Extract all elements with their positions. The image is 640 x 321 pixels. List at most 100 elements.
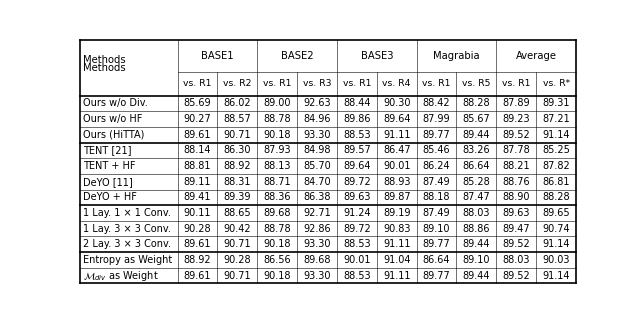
Text: 87.99: 87.99 bbox=[423, 114, 451, 124]
Text: Entropy as Weight: Entropy as Weight bbox=[83, 255, 172, 265]
Text: 86.02: 86.02 bbox=[223, 99, 252, 108]
Text: 87.93: 87.93 bbox=[264, 145, 291, 155]
Text: 88.53: 88.53 bbox=[343, 130, 371, 140]
Text: 88.44: 88.44 bbox=[343, 99, 371, 108]
Text: 89.86: 89.86 bbox=[343, 114, 371, 124]
Text: 93.30: 93.30 bbox=[303, 130, 331, 140]
Text: $\mathcal{M}_{div}$ as Weight: $\mathcal{M}_{div}$ as Weight bbox=[83, 269, 159, 282]
Text: 88.86: 88.86 bbox=[463, 224, 490, 234]
Text: 89.47: 89.47 bbox=[502, 224, 530, 234]
Text: 89.77: 89.77 bbox=[422, 130, 451, 140]
Text: 92.71: 92.71 bbox=[303, 208, 331, 218]
Text: 88.90: 88.90 bbox=[502, 192, 530, 202]
Text: 85.28: 85.28 bbox=[463, 177, 490, 187]
Text: 89.64: 89.64 bbox=[383, 114, 410, 124]
Text: 91.04: 91.04 bbox=[383, 255, 410, 265]
Text: 88.14: 88.14 bbox=[184, 145, 211, 155]
Text: Ours (HiTTA): Ours (HiTTA) bbox=[83, 130, 145, 140]
Text: 88.42: 88.42 bbox=[423, 99, 451, 108]
Text: 90.30: 90.30 bbox=[383, 99, 410, 108]
Text: 90.71: 90.71 bbox=[223, 130, 252, 140]
Text: DeYO + HF: DeYO + HF bbox=[83, 192, 137, 202]
Text: vs. R1: vs. R1 bbox=[342, 79, 371, 88]
Text: 90.71: 90.71 bbox=[223, 271, 252, 281]
Text: 89.68: 89.68 bbox=[303, 255, 331, 265]
Text: TENT + HF: TENT + HF bbox=[83, 161, 136, 171]
Text: 87.49: 87.49 bbox=[423, 208, 451, 218]
Text: 89.44: 89.44 bbox=[463, 130, 490, 140]
Text: 90.28: 90.28 bbox=[184, 224, 211, 234]
Text: 85.70: 85.70 bbox=[303, 161, 331, 171]
Text: 86.81: 86.81 bbox=[542, 177, 570, 187]
Text: 91.11: 91.11 bbox=[383, 130, 410, 140]
Text: vs. R1: vs. R1 bbox=[183, 79, 212, 88]
Text: vs. R4: vs. R4 bbox=[383, 79, 411, 88]
Text: 91.24: 91.24 bbox=[343, 208, 371, 218]
Text: 86.64: 86.64 bbox=[463, 161, 490, 171]
Text: 88.18: 88.18 bbox=[423, 192, 451, 202]
Text: 91.14: 91.14 bbox=[542, 239, 570, 249]
Text: 90.18: 90.18 bbox=[264, 271, 291, 281]
Text: 89.61: 89.61 bbox=[184, 130, 211, 140]
Text: 89.72: 89.72 bbox=[343, 224, 371, 234]
Text: 85.67: 85.67 bbox=[463, 114, 490, 124]
Text: 88.31: 88.31 bbox=[223, 177, 251, 187]
Text: 85.25: 85.25 bbox=[542, 145, 570, 155]
Text: 89.68: 89.68 bbox=[264, 208, 291, 218]
Text: 89.77: 89.77 bbox=[422, 271, 451, 281]
Text: 88.57: 88.57 bbox=[223, 114, 252, 124]
Text: 89.72: 89.72 bbox=[343, 177, 371, 187]
Text: 91.14: 91.14 bbox=[542, 130, 570, 140]
Text: BASE3: BASE3 bbox=[360, 51, 393, 61]
Text: 87.82: 87.82 bbox=[542, 161, 570, 171]
Text: 90.11: 90.11 bbox=[184, 208, 211, 218]
Text: 93.30: 93.30 bbox=[303, 271, 331, 281]
Text: 90.28: 90.28 bbox=[223, 255, 252, 265]
Text: 88.78: 88.78 bbox=[264, 224, 291, 234]
Text: 89.52: 89.52 bbox=[502, 239, 530, 249]
Text: 88.76: 88.76 bbox=[502, 177, 530, 187]
Text: 88.13: 88.13 bbox=[264, 161, 291, 171]
Text: 89.44: 89.44 bbox=[463, 239, 490, 249]
Text: 88.36: 88.36 bbox=[264, 192, 291, 202]
Text: vs. R2: vs. R2 bbox=[223, 79, 252, 88]
Text: 89.11: 89.11 bbox=[184, 177, 211, 187]
Text: 89.00: 89.00 bbox=[264, 99, 291, 108]
Text: DeYO [11]: DeYO [11] bbox=[83, 177, 133, 187]
Text: 92.86: 92.86 bbox=[303, 224, 331, 234]
Text: 86.56: 86.56 bbox=[264, 255, 291, 265]
Text: 88.21: 88.21 bbox=[502, 161, 530, 171]
Text: 89.63: 89.63 bbox=[502, 208, 530, 218]
Text: vs. R1: vs. R1 bbox=[263, 79, 291, 88]
Text: vs. R1: vs. R1 bbox=[502, 79, 531, 88]
Text: 90.71: 90.71 bbox=[223, 239, 252, 249]
Text: 89.65: 89.65 bbox=[542, 208, 570, 218]
Text: 88.53: 88.53 bbox=[343, 271, 371, 281]
Text: 90.18: 90.18 bbox=[264, 239, 291, 249]
Text: 89.61: 89.61 bbox=[184, 239, 211, 249]
Text: vs. R*: vs. R* bbox=[543, 79, 570, 88]
Text: 89.57: 89.57 bbox=[343, 145, 371, 155]
Text: Ours w/o HF: Ours w/o HF bbox=[83, 114, 143, 124]
Text: 85.69: 85.69 bbox=[184, 99, 211, 108]
Text: 89.77: 89.77 bbox=[422, 239, 451, 249]
Text: Ours w/o Div.: Ours w/o Div. bbox=[83, 99, 148, 108]
Text: 88.65: 88.65 bbox=[223, 208, 252, 218]
Text: 88.92: 88.92 bbox=[223, 161, 252, 171]
Text: 89.39: 89.39 bbox=[223, 192, 251, 202]
Text: 89.10: 89.10 bbox=[463, 255, 490, 265]
Text: 90.83: 90.83 bbox=[383, 224, 410, 234]
Text: 89.23: 89.23 bbox=[502, 114, 530, 124]
Text: 89.61: 89.61 bbox=[184, 271, 211, 281]
Text: BASE1: BASE1 bbox=[201, 51, 234, 61]
Text: 88.81: 88.81 bbox=[184, 161, 211, 171]
Text: 89.31: 89.31 bbox=[542, 99, 570, 108]
Text: 93.30: 93.30 bbox=[303, 239, 331, 249]
Text: 89.87: 89.87 bbox=[383, 192, 410, 202]
Text: 87.78: 87.78 bbox=[502, 145, 530, 155]
Text: 90.42: 90.42 bbox=[223, 224, 252, 234]
Text: 90.74: 90.74 bbox=[542, 224, 570, 234]
Text: 86.30: 86.30 bbox=[223, 145, 251, 155]
Text: 89.19: 89.19 bbox=[383, 208, 410, 218]
Text: 90.03: 90.03 bbox=[542, 255, 570, 265]
